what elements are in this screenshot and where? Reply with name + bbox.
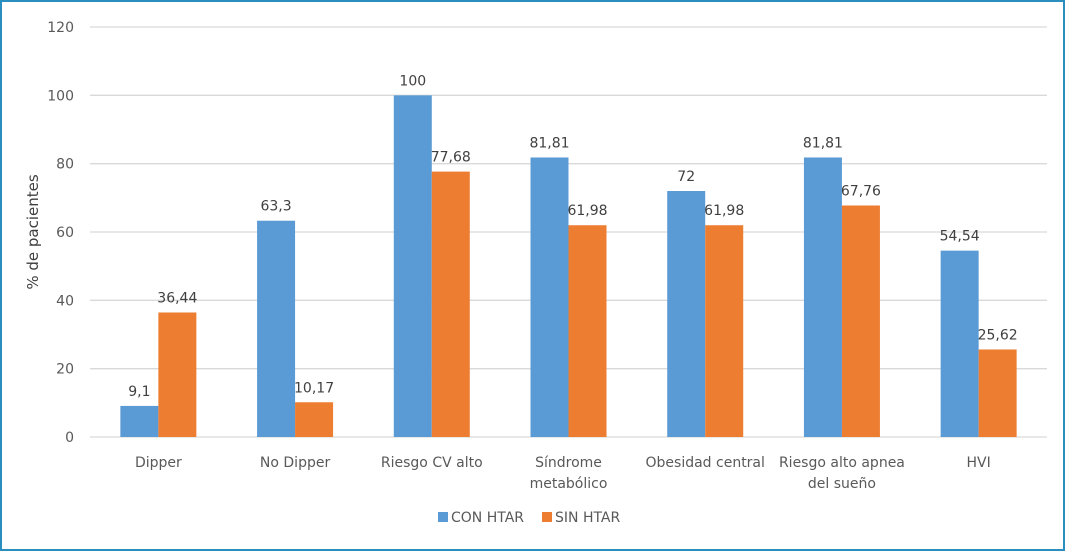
data-label: 9,1 <box>128 384 150 400</box>
data-label: 81,81 <box>529 135 569 151</box>
y-tick-label: 40 <box>56 293 74 309</box>
data-label: 61,98 <box>704 203 744 219</box>
data-label: 61,98 <box>567 203 607 219</box>
data-labels: 9,1 36,44 63,3 10,17 100 77,68 81,81 61,98 72 61,… <box>128 73 1017 400</box>
data-label: 67,76 <box>841 183 881 199</box>
category-labels: Dipper No Dipper Riesgo CV alto Síndrome met… <box>135 455 991 492</box>
y-axis-label: % de pacientes <box>24 174 42 290</box>
bar-sin-htar <box>158 312 197 437</box>
data-label: 63,3 <box>260 199 291 215</box>
legend: CON HTAR SIN HTAR <box>438 510 621 526</box>
y-tick-label: 80 <box>56 157 74 173</box>
category-label: Síndrome <box>535 455 602 471</box>
data-label: 81,81 <box>803 135 843 151</box>
data-label: 77,68 <box>431 150 471 166</box>
bar-con-htar <box>257 220 296 437</box>
y-tick-label: 0 <box>65 430 74 446</box>
data-label: 72 <box>677 169 695 185</box>
y-tick-label: 60 <box>56 225 74 241</box>
data-label: 36,44 <box>157 290 197 306</box>
bar-sin-htar <box>568 225 607 437</box>
bar-sin-htar <box>841 205 880 437</box>
data-label: 10,17 <box>294 380 334 396</box>
legend-label: CON HTAR <box>451 510 524 526</box>
y-tick-label: 100 <box>47 88 74 104</box>
category-label: Obesidad central <box>646 455 765 471</box>
category-label: Riesgo CV alto <box>381 455 483 471</box>
legend-swatch <box>542 512 552 522</box>
bars <box>120 95 1017 438</box>
bar-sin-htar <box>295 402 334 437</box>
bar-con-htar <box>940 250 979 437</box>
bar-con-htar <box>667 191 706 437</box>
category-label: No Dipper <box>260 455 331 471</box>
category-label: del sueño <box>808 476 876 492</box>
y-axis-ticks: 0 20 40 60 80 100 120 <box>47 20 74 446</box>
data-label: 100 <box>399 73 426 89</box>
bar-con-htar <box>120 405 159 437</box>
y-tick-label: 120 <box>47 20 74 36</box>
bar-sin-htar <box>705 225 744 437</box>
bar-con-htar <box>530 157 569 438</box>
legend-label: SIN HTAR <box>555 510 621 526</box>
data-label: 54,54 <box>940 229 980 245</box>
legend-swatch <box>438 512 448 522</box>
bar-sin-htar <box>431 171 470 438</box>
y-tick-label: 20 <box>56 362 74 378</box>
category-label: Dipper <box>135 455 182 471</box>
category-label: HVI <box>967 455 991 471</box>
bar-con-htar <box>803 157 842 438</box>
category-label: Riesgo alto apnea <box>779 455 905 471</box>
bar-con-htar <box>393 95 432 437</box>
category-label: metabólico <box>530 476 608 492</box>
bar-sin-htar <box>978 349 1017 437</box>
data-label: 25,62 <box>978 327 1018 343</box>
